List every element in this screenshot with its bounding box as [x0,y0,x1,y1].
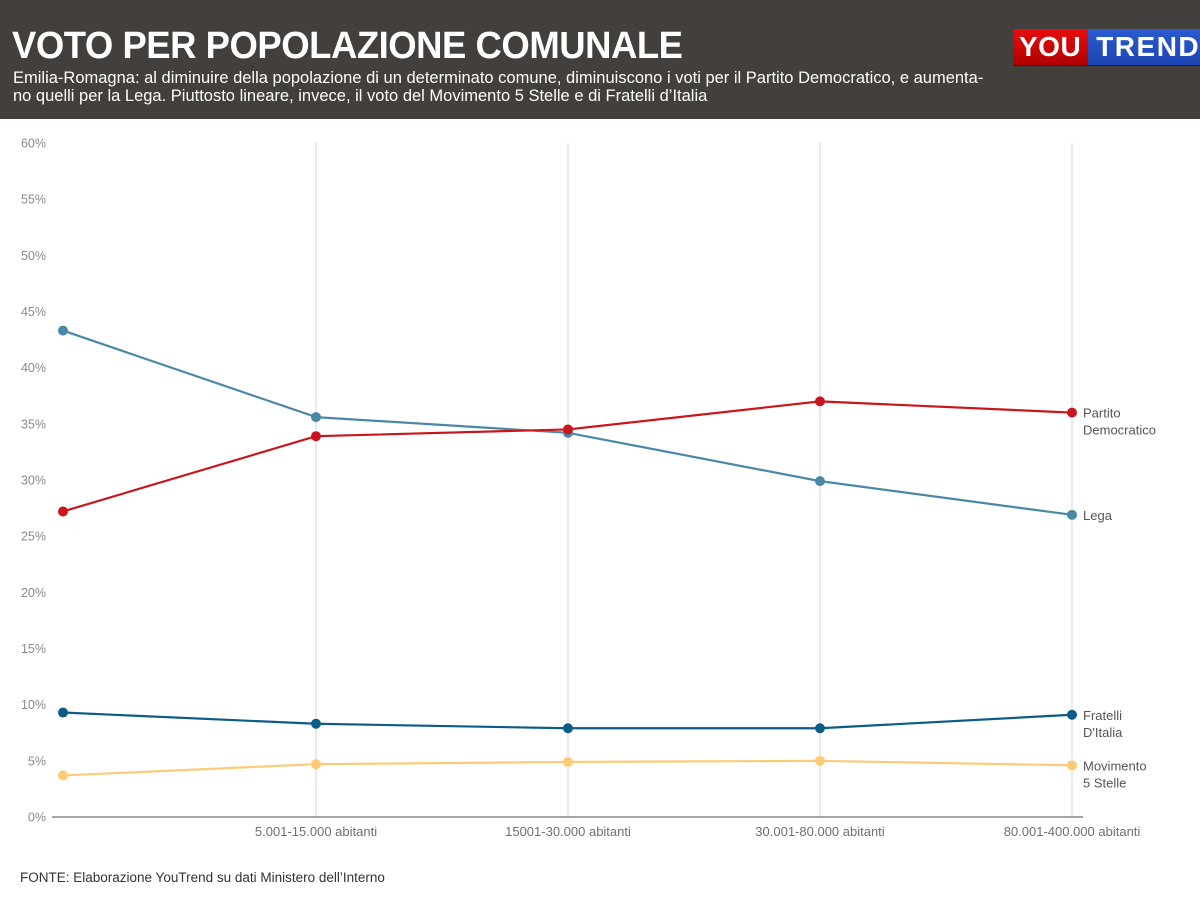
y-tick-label: 30% [21,474,46,488]
data-point [311,412,321,423]
y-tick-label: 0% [28,811,46,825]
subtitle-line-2: no quelli per la Lega. Piuttosto lineare… [13,87,708,105]
series-group [58,325,1077,781]
series-fratelli-d-italia [58,707,1077,734]
y-tick-label: 10% [21,698,46,712]
series-label: 5 Stelle [1083,775,1126,790]
y-axis: 0% 5% 10% 15% 20% 25% 30% 35% 40% 45% 50% 55% 60% [21,137,46,825]
data-point [58,506,68,517]
data-point [1067,509,1077,520]
series-labels: Movimento 5 Stelle Fratelli D'Italia Lega Par… [1083,406,1156,791]
data-point [815,396,825,407]
x-tick-label: 15001-30.000 abitanti [505,824,631,839]
y-tick-label: 55% [21,193,46,207]
data-point [58,325,68,336]
data-point [1067,407,1077,418]
y-tick-label: 40% [21,361,46,375]
line-chart: 0% 5% 10% 15% 20% 25% 30% 35% 40% 45% 50% 55% 60% 5.… [21,137,1156,840]
grid-lines [315,143,1073,817]
chart-subtitle: Emilia-Romagna: al diminuire della popol… [13,69,1188,105]
data-point [563,756,573,767]
series-label: Movimento [1083,758,1147,773]
y-tick-label: 15% [21,642,46,656]
x-axis: 5.001-15.000 abitanti 15001-30.000 abitan… [52,816,1141,839]
data-point [1067,709,1077,720]
y-tick-label: 60% [21,137,46,151]
data-point [563,424,573,435]
data-point [311,718,321,729]
data-point [311,759,321,770]
data-point [1067,760,1077,771]
data-point [815,755,825,766]
series-movimento-5-stelle [58,755,1077,781]
data-point [815,476,825,487]
series-label: Partito [1083,406,1121,421]
y-tick-label: 45% [21,305,46,319]
logo-part-you: YOU [1013,29,1089,65]
data-point [563,723,573,734]
chart-title: VOTO PER POPOLAZIONE COMUNALE [12,25,683,67]
series-label: Lega [1083,508,1113,523]
data-point [58,707,68,718]
series-label: Democratico [1083,423,1156,438]
data-point [58,770,68,781]
y-tick-label: 20% [21,586,46,600]
x-tick-label: 30.001-80.000 abitanti [755,824,884,839]
y-tick-label: 35% [21,417,46,431]
x-tick-label: 80.001-400.000 abitanti [1004,824,1141,839]
source-note: FONTE: Elaborazione YouTrend su dati Min… [20,870,385,885]
series-label: Fratelli [1083,708,1122,723]
data-point [815,723,825,734]
series-label: D'Italia [1083,725,1123,740]
y-tick-label: 5% [28,754,46,768]
y-tick-label: 50% [21,249,46,263]
x-tick-label: 5.001-15.000 abitanti [255,824,377,839]
data-point [311,431,321,442]
logo-part-trend: TREND [1088,29,1200,65]
youtrend-logo: YOU TREND [1013,29,1200,65]
series-partito-democratico [58,396,1077,517]
header-bar: VOTO PER POPOLAZIONE COMUNALE Emilia-Rom… [0,0,1200,119]
y-tick-label: 25% [21,530,46,544]
subtitle-line-1: Emilia-Romagna: al diminuire della popol… [13,69,984,87]
